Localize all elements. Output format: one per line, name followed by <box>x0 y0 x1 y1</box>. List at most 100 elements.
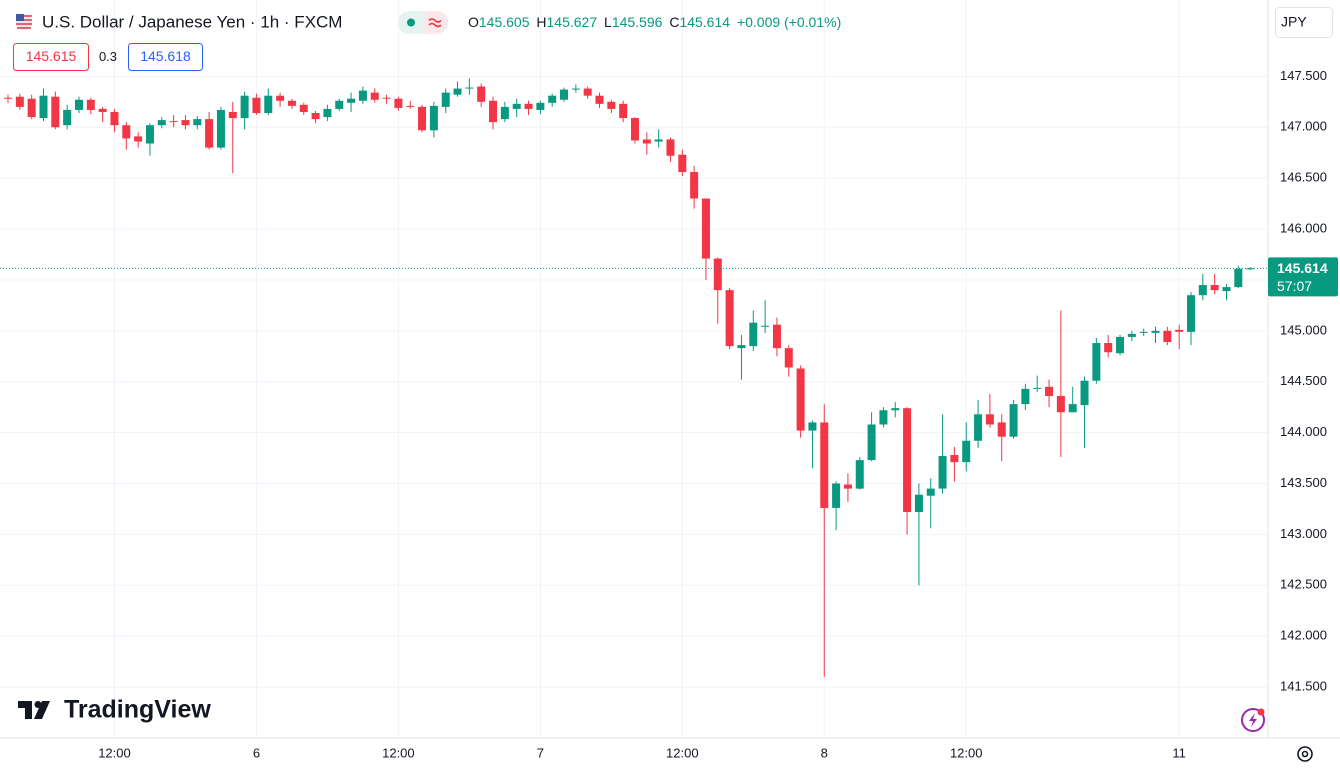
candle-body <box>595 95 604 104</box>
candle-body <box>418 106 427 131</box>
ohlc-key: O <box>468 14 479 30</box>
candle-body <box>962 440 971 463</box>
candle-body <box>63 109 72 126</box>
bid-box[interactable] <box>13 43 89 71</box>
ask-box[interactable] <box>128 43 203 71</box>
candle-body <box>737 345 746 349</box>
x-tick-label: 12:00 <box>666 745 699 760</box>
candle-body <box>796 368 805 431</box>
candle-body <box>406 105 415 107</box>
candle-body <box>1104 343 1113 353</box>
candle-body <box>4 97 12 99</box>
candle-body <box>51 96 60 128</box>
candle-body <box>181 120 190 126</box>
candle-body <box>1068 404 1077 413</box>
candle-body <box>548 95 557 103</box>
ohlc-key: H <box>536 14 546 30</box>
candle-body <box>134 136 143 142</box>
candle-body <box>583 88 592 96</box>
candle-body <box>985 414 994 425</box>
candle-body <box>1246 268 1255 270</box>
candle-body <box>938 456 947 489</box>
candle-body <box>39 95 48 119</box>
symbol-title: U.S. Dollar / Japanese Yen · 1h · FXCM <box>42 12 342 31</box>
ohlc-value: 145.614 <box>679 14 730 30</box>
ohlc-key: L <box>604 14 612 30</box>
candle-body <box>914 494 923 513</box>
candle-body <box>630 118 639 141</box>
candle-body <box>205 119 214 148</box>
countdown: 57:07 <box>1277 278 1312 294</box>
ohlc-value: 145.596 <box>612 14 663 30</box>
candle-body <box>453 88 462 95</box>
candle-body <box>465 87 474 89</box>
candle-body <box>394 98 403 108</box>
candle-body <box>264 95 273 113</box>
currency-button[interactable] <box>1275 7 1333 38</box>
candle-body <box>27 98 36 118</box>
candle-body <box>489 100 498 123</box>
candle-body <box>1021 388 1030 405</box>
candle-body <box>867 424 876 461</box>
candle-body <box>974 414 983 441</box>
candle-body <box>1033 387 1042 389</box>
candle-body <box>193 119 202 126</box>
x-tick-label: 7 <box>537 745 544 760</box>
candle-body <box>74 99 83 110</box>
candle-body <box>240 95 249 119</box>
candle-body <box>879 410 888 425</box>
candle-body <box>429 105 438 131</box>
candle-body <box>441 92 450 107</box>
brand-name: TradingView <box>64 696 211 724</box>
candle-body <box>761 325 770 327</box>
candle-body <box>1092 343 1101 381</box>
candle-body <box>358 90 367 101</box>
x-tick-label: 6 <box>253 745 260 760</box>
candle-body <box>512 103 521 109</box>
y-tick-label: 143.500 <box>1280 475 1327 490</box>
axes: 141.500 142.000 142.500 143.000 143.500 144.0… <box>98 68 1338 760</box>
candle-body <box>1045 386 1054 396</box>
status-pill[interactable] <box>398 11 449 34</box>
candle-body <box>607 101 616 109</box>
candle-body <box>1127 333 1136 337</box>
candle-body <box>997 422 1006 437</box>
candle-body <box>157 120 166 126</box>
x-tick-label: 11 <box>1172 745 1186 760</box>
candle-body <box>86 99 95 110</box>
lightning-button[interactable] <box>1241 708 1265 732</box>
candle-body <box>524 103 533 109</box>
candle-body <box>1151 330 1160 333</box>
candle-body <box>690 172 699 199</box>
candle-body <box>228 111 237 119</box>
candle-body <box>370 92 379 100</box>
currency: JPY <box>1281 14 1307 30</box>
last-price-box <box>1268 257 1338 297</box>
candle-body <box>110 111 119 126</box>
candle-body <box>666 139 675 156</box>
candle-body <box>252 97 261 113</box>
candle-body <box>713 258 722 291</box>
candle-body <box>832 483 841 508</box>
candle-body <box>891 408 900 411</box>
y-tick-label: 141.500 <box>1280 679 1327 694</box>
candle-body <box>678 154 687 173</box>
y-tick-label: 143.000 <box>1280 526 1327 541</box>
candle-body <box>98 108 107 112</box>
candle-body <box>1080 380 1089 406</box>
settings-button[interactable] <box>1297 746 1313 762</box>
candle-body <box>1234 268 1243 288</box>
candle-body <box>1198 285 1207 296</box>
last-price-label: 145.614 <box>1277 260 1328 276</box>
candle-body <box>725 290 734 347</box>
ohlc-value: 145.627 <box>547 14 598 30</box>
spread: 0.3 <box>99 49 117 64</box>
candle-body <box>276 95 285 101</box>
candle-body <box>536 102 545 110</box>
candle-body <box>642 139 651 144</box>
ohlc-legend: O145.605 H145.627 L145.596 C145.614 +0.0… <box>468 14 841 30</box>
x-tick-label: 12:00 <box>950 745 983 760</box>
ask-price: 145.618 <box>140 48 191 64</box>
x-tick-label: 12:00 <box>98 745 131 760</box>
